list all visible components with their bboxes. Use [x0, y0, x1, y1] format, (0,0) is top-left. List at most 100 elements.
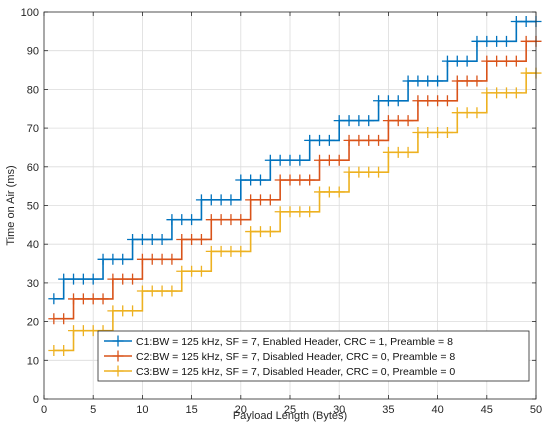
legend-label: C3:BW = 125 kHz, SF = 7, Disabled Header… — [136, 366, 455, 378]
y-tick-label: 90 — [27, 46, 39, 58]
data-point — [373, 166, 385, 178]
x-tick-label: 10 — [136, 404, 148, 416]
data-point — [432, 127, 444, 139]
data-point — [107, 253, 119, 265]
data-point — [146, 285, 158, 297]
data-point — [353, 166, 365, 178]
data-point — [314, 154, 326, 166]
data-point — [68, 273, 80, 285]
data-point — [235, 245, 247, 257]
data-point — [441, 127, 453, 139]
data-point — [402, 146, 414, 158]
data-point — [166, 214, 178, 226]
data-point — [186, 233, 198, 245]
data-point — [402, 75, 414, 87]
data-point — [58, 313, 70, 325]
data-point — [97, 293, 109, 305]
data-point — [48, 293, 60, 305]
legend-label: C1:BW = 125 kHz, SF = 7, Enabled Header,… — [136, 336, 453, 348]
x-tick-label: 35 — [382, 404, 394, 416]
legend-label: C2:BW = 125 kHz, SF = 7, Disabled Header… — [136, 351, 455, 363]
data-point — [235, 214, 247, 226]
data-point — [254, 174, 266, 186]
series-2 — [48, 35, 542, 325]
data-point — [254, 226, 266, 238]
data-point — [471, 75, 483, 87]
data-point — [392, 146, 404, 158]
data-point — [186, 214, 198, 226]
data-point — [451, 55, 463, 67]
legend: C1:BW = 125 kHz, SF = 7, Enabled Header,… — [97, 330, 530, 382]
data-point — [323, 154, 335, 166]
data-point — [520, 16, 532, 28]
y-tick-label: 60 — [27, 162, 39, 174]
data-point — [491, 87, 503, 99]
data-point — [422, 75, 434, 87]
data-point — [333, 186, 345, 198]
data-point — [58, 273, 70, 285]
data-point — [373, 95, 385, 107]
data-point — [195, 194, 207, 206]
data-point — [215, 245, 227, 257]
data-point — [48, 344, 60, 356]
data-point — [274, 154, 286, 166]
data-point — [412, 127, 424, 139]
data-point — [176, 214, 188, 226]
data-point — [254, 194, 266, 206]
data-point — [195, 265, 207, 277]
data-point — [451, 75, 463, 87]
data-point — [520, 67, 532, 79]
x-tick-label: 40 — [431, 404, 443, 416]
data-point — [304, 206, 316, 218]
data-point — [127, 305, 139, 317]
data-point — [304, 174, 316, 186]
data-point — [107, 273, 119, 285]
data-point — [500, 55, 512, 67]
data-point — [461, 55, 473, 67]
data-point — [294, 206, 306, 218]
data-point — [107, 305, 119, 317]
data-point — [68, 293, 80, 305]
y-tick-label: 0 — [33, 394, 39, 406]
data-point — [314, 134, 326, 146]
data-point — [245, 194, 257, 206]
data-point — [274, 174, 286, 186]
data-point — [294, 174, 306, 186]
data-point — [382, 115, 394, 127]
data-point — [382, 146, 394, 158]
legend-marker — [112, 335, 124, 347]
data-point — [422, 95, 434, 107]
data-point — [323, 186, 335, 198]
legend-marker — [112, 365, 124, 377]
y-tick-label: 80 — [27, 84, 39, 96]
data-point — [225, 245, 237, 257]
data-point — [156, 253, 168, 265]
data-point — [461, 75, 473, 87]
data-point — [117, 305, 129, 317]
data-point — [284, 154, 296, 166]
data-point — [235, 174, 247, 186]
data-point — [343, 166, 355, 178]
y-axis-label: Time on Air (ms) — [5, 165, 17, 245]
data-point — [392, 115, 404, 127]
data-point — [333, 154, 345, 166]
y-tick-label: 40 — [27, 239, 39, 251]
data-point — [48, 313, 60, 325]
data-point — [382, 95, 394, 107]
data-point — [481, 55, 493, 67]
data-point — [412, 75, 424, 87]
series-3 — [48, 67, 542, 356]
data-point — [225, 194, 237, 206]
data-point — [471, 107, 483, 119]
data-point — [412, 95, 424, 107]
data-point — [245, 226, 257, 238]
data-point — [432, 95, 444, 107]
data-point — [195, 233, 207, 245]
data-point — [77, 293, 89, 305]
data-point — [353, 115, 365, 127]
x-tick-label: 15 — [185, 404, 197, 416]
data-point — [136, 253, 148, 265]
x-tick-label: 5 — [90, 404, 96, 416]
data-point — [294, 154, 306, 166]
data-point — [68, 325, 80, 337]
